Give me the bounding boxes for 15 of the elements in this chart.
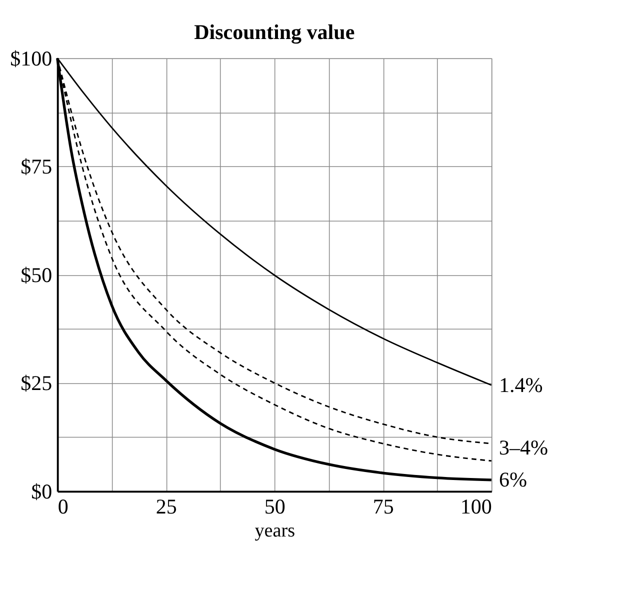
chart-title: Discounting value [194, 20, 355, 44]
x-tick-label: 100 [460, 494, 492, 519]
x-tick-label: 0 [58, 494, 68, 519]
y-tick-label: $25 [20, 371, 52, 396]
y-tick-label: $100 [10, 46, 52, 70]
annotation: 3–4% [499, 436, 548, 460]
y-tick-label: $50 [20, 262, 52, 287]
y-tick-label: $75 [20, 154, 52, 179]
y-tick-label: $0 [31, 479, 52, 504]
series-label: 6% [499, 468, 528, 492]
x-tick-label: 25 [156, 494, 177, 519]
x-tick-label: 50 [264, 494, 286, 519]
x-tick-label: 75 [372, 494, 394, 519]
series-label: 1.4% [499, 372, 543, 397]
x-axis-title: years [254, 520, 296, 542]
